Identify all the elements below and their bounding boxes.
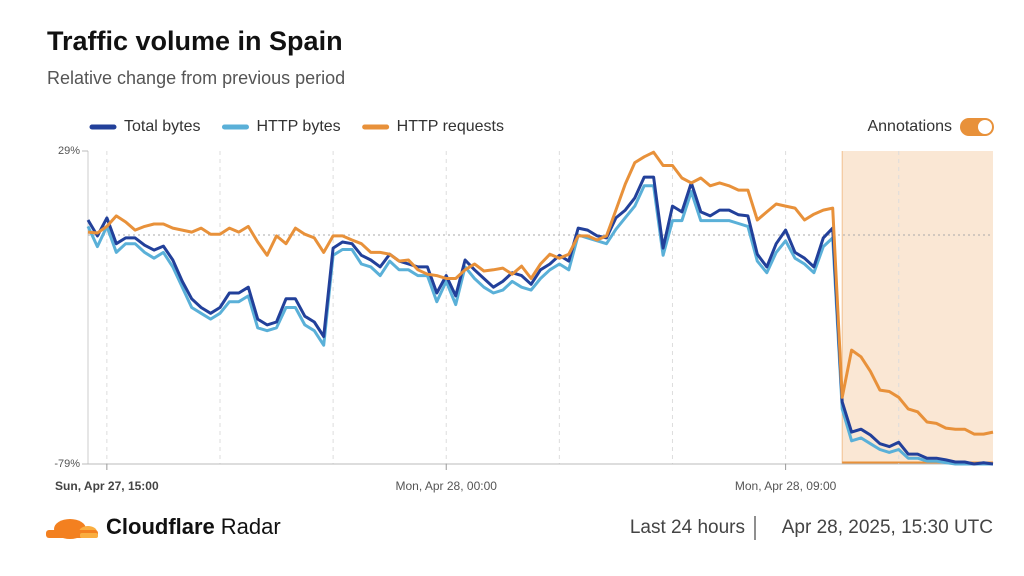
y-tick-label: -79% [54,458,80,470]
toggle-knob [978,120,992,134]
legend-item[interactable]: Total bytes [89,118,200,135]
x-tick-label: Mon, Apr 28, 09:00 [735,479,837,493]
series-line [87,150,994,436]
chart-title: Traffic volume in Spain [47,26,343,56]
series-line [86,175,994,466]
cloud-logo [46,519,98,539]
annotations-toggle[interactable]: Annotations [867,118,994,136]
series-line [86,184,993,466]
legend-item[interactable]: HTTP bytes [221,118,341,135]
annotation-region [842,151,993,464]
timestamp: Apr 28, 2025, 15:30 UTC [782,517,993,538]
period: Last 24 hours [630,517,745,538]
legend-item[interactable]: HTTP requests [362,118,504,135]
legend-label: HTTP bytes [256,118,340,135]
legend-label: Total bytes [124,118,200,135]
toggle-label: Annotations [867,118,952,135]
product-name: Radar [221,514,281,539]
x-tick-label: Mon, Apr 28, 00:00 [396,479,498,493]
y-tick-label: 29% [58,145,80,157]
brand-name: Cloudflare [106,514,215,539]
x-tick-label: Sun, Apr 27, 15:00 [55,479,159,493]
legend-label: HTTP requests [397,118,504,135]
chart-subtitle: Relative change from previous period [47,68,345,88]
